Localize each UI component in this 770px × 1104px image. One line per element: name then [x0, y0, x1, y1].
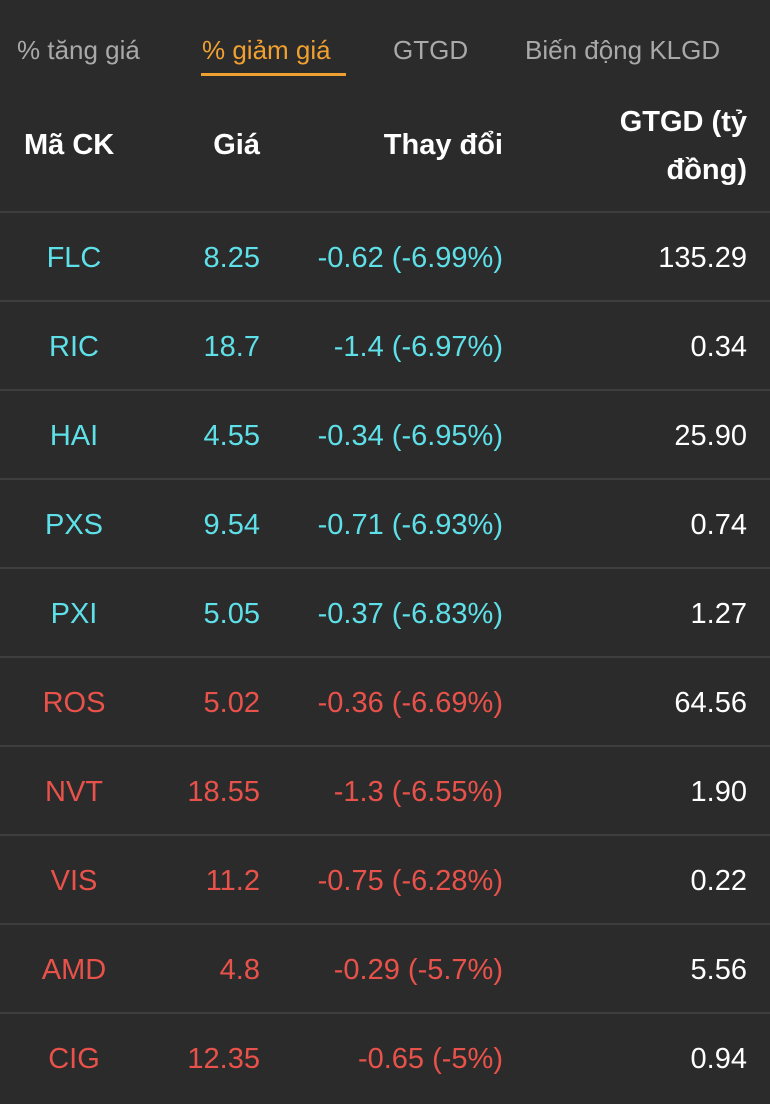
row-symbol[interactable]: PXS [44, 509, 104, 541]
row-change: -0.71 (-6.93%) [317, 509, 503, 541]
table-row[interactable]: VIS 11.2 -0.75 (-6.28%) 0.22 [0, 836, 770, 925]
row-change: -0.34 (-6.95%) [317, 420, 503, 452]
row-price: 5.05 [203, 598, 260, 630]
row-symbol[interactable]: PXI [50, 598, 98, 630]
row-trading-value: 135.29 [658, 242, 747, 274]
row-price: 12.35 [187, 1043, 260, 1075]
header-price: Giá [213, 129, 260, 161]
row-change: -0.29 (-5.7%) [333, 954, 503, 986]
tab-volume-change[interactable]: Biến động KLGD [525, 35, 721, 65]
row-change: -0.75 (-6.28%) [317, 865, 503, 897]
table-row[interactable]: RIC 18.7 -1.4 (-6.97%) 0.34 [0, 302, 770, 391]
tab-price-decrease[interactable]: % giảm giá [202, 35, 331, 65]
row-symbol[interactable]: RIC [49, 331, 99, 363]
row-symbol[interactable]: NVT [45, 776, 103, 808]
row-trading-value: 0.94 [690, 1043, 747, 1075]
table-row[interactable]: AMD 4.8 -0.29 (-5.7%) 5.56 [0, 925, 770, 1014]
row-change: -0.62 (-6.99%) [317, 242, 503, 274]
table-header: Mã CK Giá Thay đổi GTGD (tỷ đồng) [0, 90, 770, 213]
header-trading-value: GTGD (tỷ đồng) [619, 106, 747, 186]
row-price: 11.2 [205, 865, 260, 897]
row-price: 4.55 [203, 420, 260, 452]
tab-bar: % tăng giá % giảm giá GTGD Biến động KLG… [0, 0, 770, 90]
row-symbol[interactable]: FLC [46, 242, 102, 274]
table-row[interactable]: PXI 5.05 -0.37 (-6.83%) 1.27 [0, 569, 770, 658]
header-change: Thay đổi [383, 129, 503, 161]
row-symbol[interactable]: CIG [48, 1043, 100, 1075]
table-row[interactable]: PXS 9.54 -0.71 (-6.93%) 0.74 [0, 480, 770, 569]
row-symbol[interactable]: ROS [42, 687, 106, 719]
stock-table-body: FLC 8.25 -0.62 (-6.99%) 135.29 RIC 18.7 … [0, 213, 770, 1103]
active-tab-indicator [201, 73, 346, 76]
row-trading-value: 0.22 [690, 865, 747, 897]
row-trading-value: 0.34 [690, 331, 747, 363]
row-trading-value: 5.56 [690, 954, 747, 986]
row-price: 4.8 [219, 954, 260, 986]
row-change: -0.65 (-5%) [357, 1043, 503, 1075]
row-trading-value: 1.27 [690, 598, 747, 630]
row-change: -0.37 (-6.83%) [317, 598, 503, 630]
header-symbol: Mã CK [24, 129, 115, 161]
table-row[interactable]: NVT 18.55 -1.3 (-6.55%) 1.90 [0, 747, 770, 836]
tab-trading-value[interactable]: GTGD [393, 35, 469, 65]
table-row[interactable]: CIG 12.35 -0.65 (-5%) 0.94 [0, 1014, 770, 1103]
row-symbol[interactable]: HAI [49, 420, 99, 452]
row-price: 18.55 [187, 776, 260, 808]
row-change: -1.4 (-6.97%) [333, 331, 503, 363]
table-row[interactable]: ROS 5.02 -0.36 (-6.69%) 64.56 [0, 658, 770, 747]
tab-price-increase[interactable]: % tăng giá [17, 35, 140, 65]
row-change: -1.3 (-6.55%) [333, 776, 503, 808]
row-price: 5.02 [203, 687, 260, 719]
row-symbol[interactable]: VIS [50, 865, 98, 897]
row-trading-value: 0.74 [690, 509, 747, 541]
row-price: 8.25 [203, 242, 260, 274]
row-change: -0.36 (-6.69%) [317, 687, 503, 719]
table-row[interactable]: FLC 8.25 -0.62 (-6.99%) 135.29 [0, 213, 770, 302]
row-trading-value: 64.56 [674, 687, 747, 719]
row-trading-value: 25.90 [674, 420, 747, 452]
row-price: 9.54 [203, 509, 260, 541]
row-trading-value: 1.90 [690, 776, 747, 808]
table-row[interactable]: HAI 4.55 -0.34 (-6.95%) 25.90 [0, 391, 770, 480]
row-price: 18.7 [203, 331, 260, 363]
row-symbol[interactable]: AMD [41, 954, 107, 986]
